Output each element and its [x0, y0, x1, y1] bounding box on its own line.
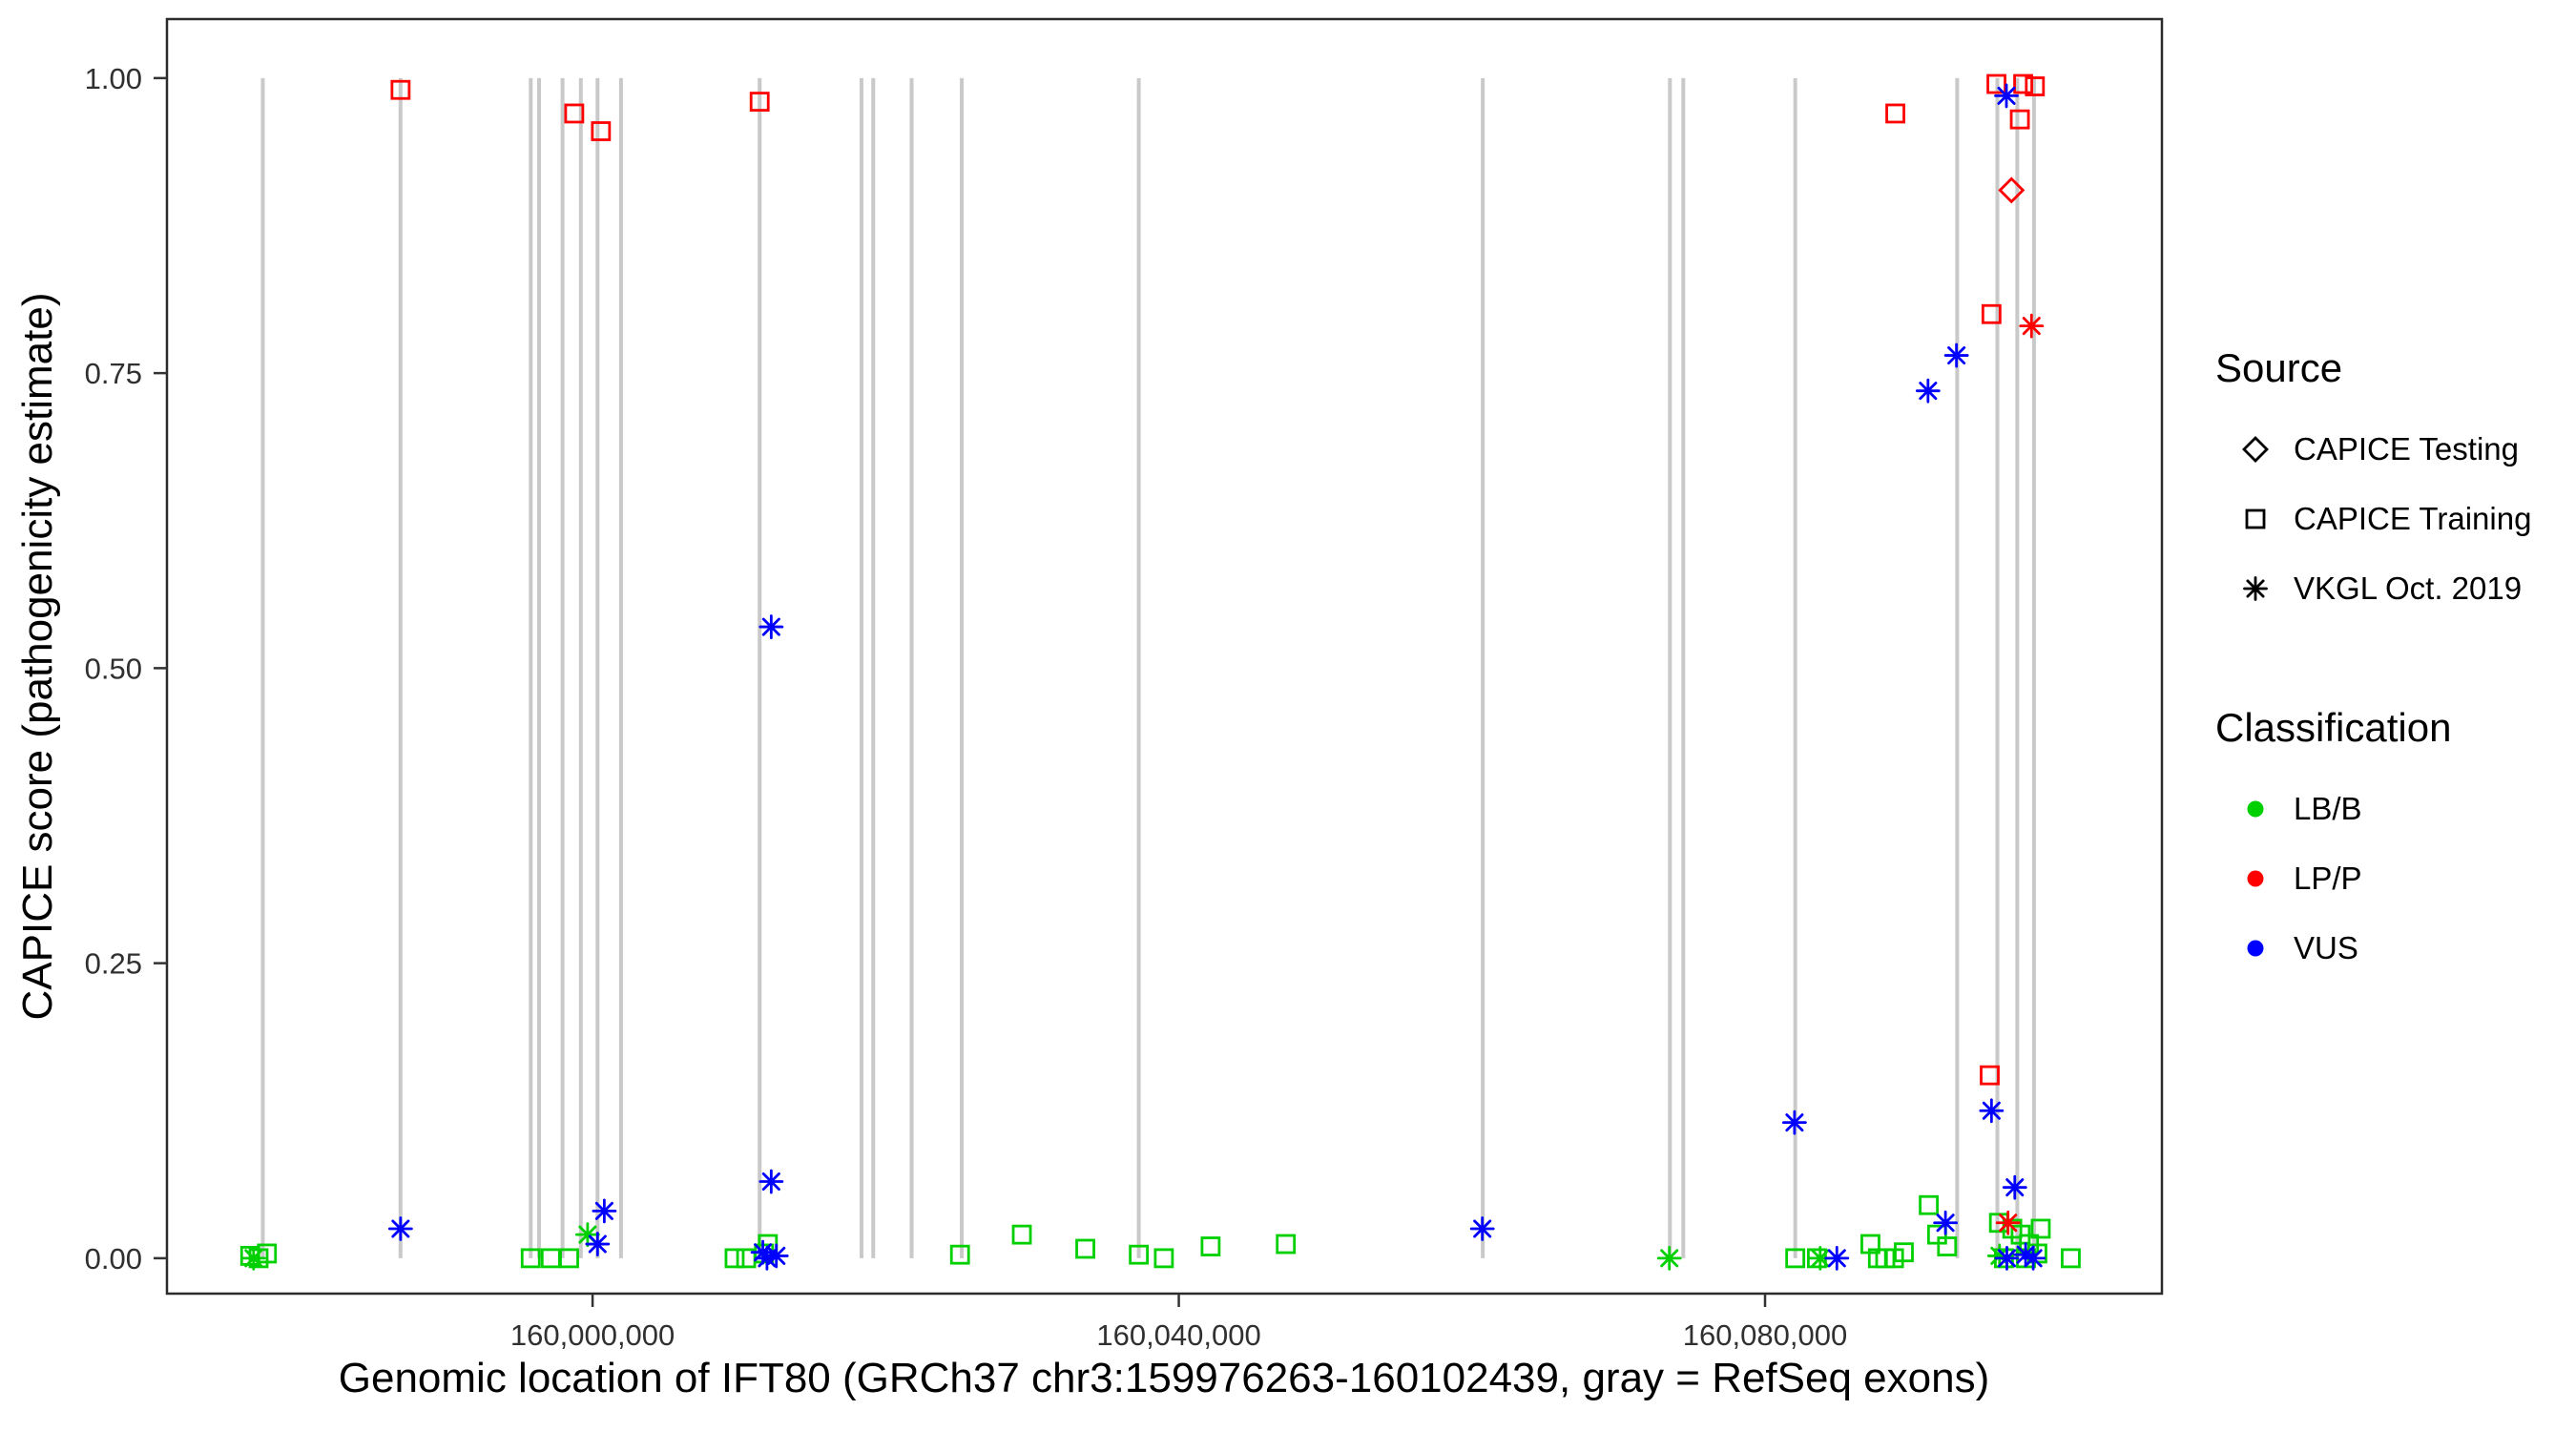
- data-point-diamond-open: [1998, 176, 2025, 204]
- data-point-square-open: [1894, 1242, 1914, 1263]
- x-tick-label: 160,000,000: [510, 1318, 675, 1352]
- y-tick-label: 1.00: [85, 62, 142, 95]
- data-point-square-open: [2009, 109, 2030, 130]
- data-point-asterisk: [1995, 1210, 2021, 1235]
- data-point-asterisk: [1656, 1245, 1682, 1271]
- x-tick-label: 160,040,000: [1096, 1318, 1260, 1352]
- series-capice-training-lb-b: [239, 1194, 2081, 1269]
- data-point-square-open: [1075, 1238, 1095, 1259]
- data-point-asterisk: [1469, 1216, 1495, 1241]
- data-point-asterisk: [1979, 1098, 2005, 1124]
- y-tick-label: 0.75: [85, 357, 142, 390]
- axis-ticks: 160,000,000 160,040,000 160,080,000 0.00 0.2…: [85, 62, 1848, 1352]
- series-vkgl-oct-2019-lb-b: [240, 1222, 2012, 1271]
- asterisk-icon: [2243, 575, 2268, 601]
- y-axis-title: CAPICE score (pathogenicity estimate): [14, 292, 61, 1021]
- legend-item-vus: VUS: [2215, 913, 2531, 983]
- data-point-square-open: [1986, 73, 2006, 94]
- legend-item-capice-training: CAPICE Training: [2215, 484, 2531, 553]
- data-point-square-open: [1980, 1065, 2000, 1086]
- data-point-square-open: [2025, 76, 2046, 96]
- series-capice-training-lp-p: [390, 73, 2046, 1086]
- data-point-square-open: [390, 79, 411, 100]
- data-point-square-open: [1785, 1248, 1806, 1269]
- data-point-asterisk: [758, 1169, 784, 1194]
- legend-item-lp-p: LP/P: [2215, 843, 2531, 913]
- circle-filled-icon: [2247, 870, 2264, 886]
- data-point-asterisk: [387, 1216, 413, 1241]
- legend-classification-items: LB/B LP/P VUS: [2215, 774, 2531, 983]
- data-point-asterisk: [1933, 1210, 1959, 1235]
- data-point-asterisk: [1915, 378, 1941, 404]
- data-point-asterisk: [758, 614, 784, 639]
- data-point-asterisk: [240, 1245, 266, 1271]
- data-point-asterisk: [1994, 1245, 2020, 1271]
- legend-source-items: CAPICE Testing CAPICE Training VKGL Oct. 2…: [2215, 414, 2531, 623]
- data-point-square-open: [1919, 1194, 1939, 1215]
- y-tick-label: 0.00: [85, 1242, 142, 1275]
- data-point-square-open: [2013, 73, 2033, 94]
- data-point-asterisk: [592, 1198, 617, 1224]
- data-point-square-open: [564, 103, 585, 124]
- legend-classification-block: Classification LB/B LP/P VUS: [2215, 705, 2531, 983]
- data-point-square-open: [949, 1244, 970, 1265]
- y-tick-label: 0.50: [85, 652, 142, 685]
- y-tick-label: 0.25: [85, 947, 142, 981]
- data-point-square-open: [591, 121, 612, 141]
- data-point-square-open: [520, 1248, 541, 1269]
- legend-item-label: LB/B: [2294, 790, 2362, 826]
- data-point-asterisk: [2019, 313, 2045, 339]
- data-point-square-open: [1129, 1244, 1150, 1265]
- data-point-square-open: [1276, 1234, 1297, 1255]
- series-vkgl-oct-2019-vus: [387, 83, 2046, 1271]
- legend-item-lb-b: LB/B: [2215, 774, 2531, 843]
- legend-item-vkgl-oct-2019: VKGL Oct. 2019: [2215, 553, 2531, 623]
- refseq-exon-lines: [260, 77, 2036, 1258]
- diamond-open-icon: [2242, 435, 2269, 463]
- circle-filled-icon: [2247, 940, 2264, 956]
- data-point-asterisk: [2021, 1245, 2046, 1271]
- legend-item-label: VUS: [2294, 929, 2358, 965]
- series-vkgl-oct-2019-lp-p: [1995, 313, 2045, 1235]
- data-point-asterisk: [1781, 1110, 1807, 1135]
- circle-filled-icon: [2247, 800, 2264, 817]
- panel-border: [165, 17, 2164, 1296]
- legend-classification-title: Classification: [2215, 705, 2452, 750]
- data-point-square-open: [1926, 1224, 1947, 1245]
- data-point-square-open: [559, 1248, 579, 1269]
- legend-item-label: VKGL Oct. 2019: [2294, 570, 2523, 606]
- legend-item-capice-testing: CAPICE Testing: [2215, 414, 2531, 484]
- legend: Source CAPICE Testing CAPICE Training VKGL…: [2215, 345, 2531, 983]
- data-point-square-open: [1885, 103, 1905, 124]
- data-point-asterisk: [1824, 1245, 1850, 1271]
- legend-source-block: Source CAPICE Testing CAPICE Training VKGL…: [2215, 345, 2531, 623]
- data-point-square-open: [1011, 1224, 1032, 1245]
- legend-item-label: LP/P: [2294, 860, 2362, 896]
- legend-item-label: CAPICE Testing: [2294, 430, 2519, 467]
- data-point-square-open: [1937, 1236, 1958, 1256]
- data-point-square-open: [724, 1248, 745, 1269]
- legend-source-title: Source: [2215, 345, 2343, 390]
- square-open-icon: [2245, 508, 2266, 529]
- data-point-square-open: [2030, 1218, 2051, 1239]
- data-point-square-open: [1200, 1236, 1221, 1256]
- data-point-square-open: [2061, 1248, 2081, 1269]
- data-point-asterisk: [1943, 342, 1969, 368]
- legend-item-label: CAPICE Training: [2294, 500, 2532, 536]
- data-point-square-open: [1981, 303, 2002, 324]
- data-point-square-open: [1153, 1248, 1174, 1269]
- data-point-asterisk: [763, 1243, 789, 1269]
- data-point-asterisk: [2002, 1174, 2027, 1200]
- series-capice-testing-lp-p: [1998, 176, 2025, 204]
- x-axis-title: Genomic location of IFT80 (GRCh37 chr3:1…: [338, 1355, 1990, 1401]
- data-point-square-open: [749, 92, 770, 112]
- x-tick-label: 160,080,000: [1683, 1318, 1847, 1352]
- data-point-square-open: [540, 1248, 561, 1269]
- data-point-asterisk: [1994, 83, 2019, 109]
- data-point-asterisk: [585, 1232, 611, 1256]
